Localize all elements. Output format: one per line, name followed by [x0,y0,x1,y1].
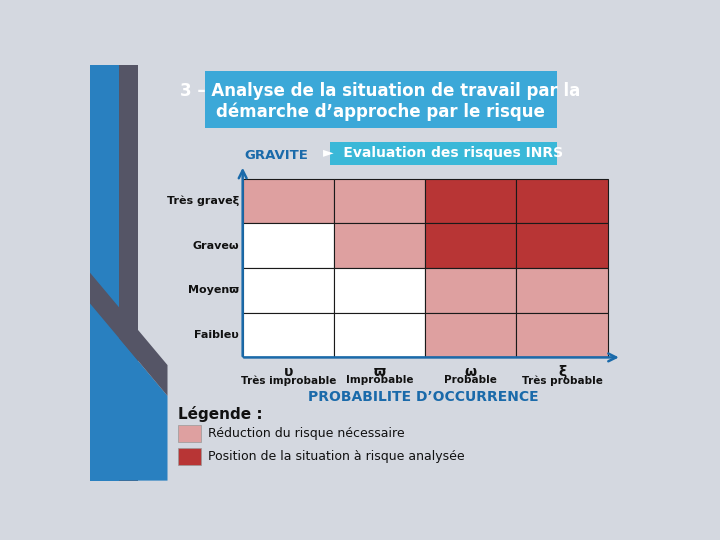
Bar [334,268,426,313]
Bar [426,313,516,357]
Text: Faibleυ: Faibleυ [194,330,239,340]
Bar [516,268,608,313]
Bar [334,224,426,268]
Text: Graveω: Graveω [192,241,239,251]
Bar [243,268,334,313]
Bar [243,179,334,224]
Polygon shape [120,65,138,481]
Text: Très graveξ: Très graveξ [166,196,239,206]
Text: Improbable: Improbable [346,375,413,385]
Bar [178,448,201,465]
Text: υ: υ [284,365,293,379]
Text: Légende :: Légende : [178,406,262,422]
Text: GRAVITE: GRAVITE [244,149,308,162]
Text: 3 – Analyse de la situation de travail par la: 3 – Analyse de la situation de travail p… [181,82,581,100]
Text: Probable: Probable [444,375,498,385]
Text: ξ: ξ [558,365,566,379]
Bar [516,179,608,224]
Text: Très probable: Très probable [521,375,603,386]
Bar [243,313,334,357]
Polygon shape [90,303,168,481]
Text: ω: ω [464,365,477,379]
Bar [334,313,426,357]
Text: Position de la situation à risque analysée: Position de la situation à risque analys… [208,450,464,463]
Polygon shape [90,65,120,481]
Text: Réduction du risque nécessaire: Réduction du risque nécessaire [208,427,405,440]
Bar [204,71,557,128]
Text: Moyenϖ: Moyenϖ [188,286,239,295]
Bar [426,268,516,313]
Bar [516,224,608,268]
Text: ϖ: ϖ [374,365,385,379]
Bar [426,224,516,268]
Bar [178,425,201,442]
Bar [426,179,516,224]
Text: Très improbable: Très improbable [240,375,336,386]
Text: démarche d’approche par le risque: démarche d’approche par le risque [216,103,545,122]
Bar [516,313,608,357]
Bar [334,179,426,224]
Text: PROBABILITE D’OCCURRENCE: PROBABILITE D’OCCURRENCE [308,390,539,404]
Bar [243,224,334,268]
Polygon shape [90,273,168,396]
Bar [330,142,557,165]
Text: ►  Evaluation des risques INRS: ► Evaluation des risques INRS [323,146,564,160]
